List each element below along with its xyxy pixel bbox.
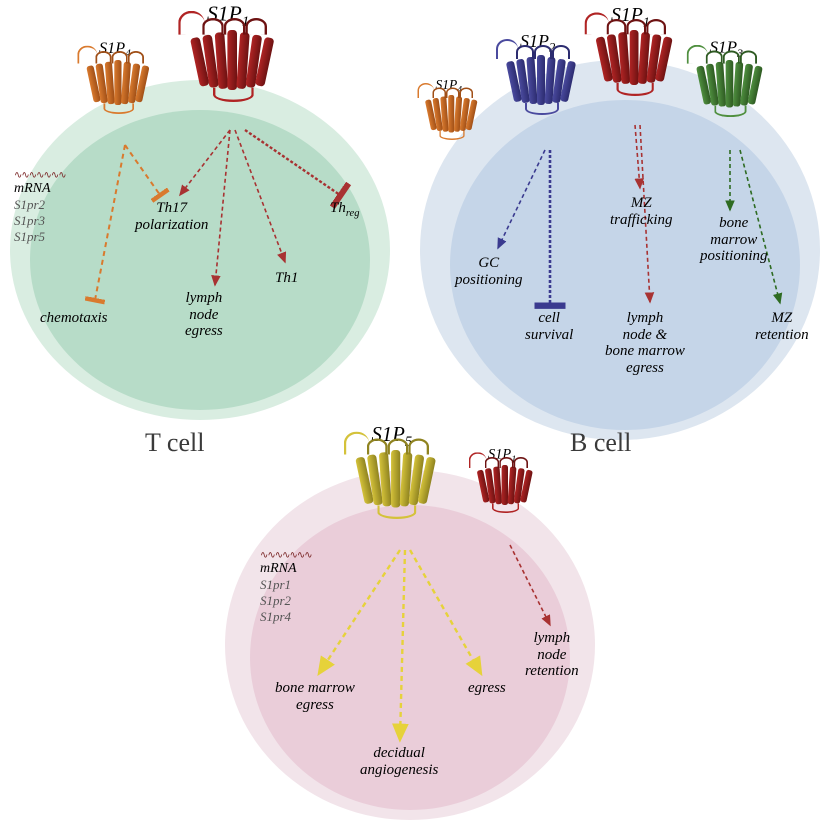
mrna-item: S1pr1 (260, 577, 312, 593)
function-label: Th17polarization (135, 200, 208, 233)
function-label: lymphnodeegress (185, 290, 223, 340)
bcell-title: B cell (570, 428, 631, 458)
mrna-item: S1pr2 (260, 593, 312, 609)
function-label: egress (468, 680, 506, 697)
mrna-item: S1pr4 (260, 609, 312, 625)
function-label: Th1 (275, 270, 298, 287)
mrna-label: mRNA (14, 181, 66, 197)
mrna-item: S1pr5 (14, 229, 66, 245)
nkcell-mrna: ∿∿∿∿∿∿∿ mRNA S1pr1 S1pr2 S1pr4 (260, 550, 312, 625)
function-label: bone marrowegress (275, 680, 355, 713)
function-label: MZtrafficking (610, 195, 673, 228)
function-label: lymphnoderetention (525, 630, 579, 680)
tcell-inner (30, 110, 370, 410)
function-label: Threg (330, 200, 359, 220)
mrna-item: S1pr3 (14, 213, 66, 229)
function-label: lymphnode &bone marrowegress (605, 310, 685, 376)
tcell-title: T cell (145, 428, 204, 458)
mrna-wave-icon: ∿∿∿∿∿∿∿ (260, 550, 312, 561)
tcell-mrna: ∿∿∿∿∿∿∿ mRNA S1pr2 S1pr3 S1pr5 (14, 170, 66, 245)
function-label: GCpositioning (455, 255, 523, 288)
mrna-wave-icon: ∿∿∿∿∿∿∿ (14, 170, 66, 181)
function-label: MZretention (755, 310, 809, 343)
function-label: decidualangiogenesis (360, 745, 438, 778)
mrna-item: S1pr2 (14, 197, 66, 213)
function-label: bonemarrowpositioning (700, 215, 768, 265)
mrna-label: mRNA (260, 561, 312, 577)
function-label: chemotaxis (40, 310, 107, 327)
function-label: cellsurvival (525, 310, 573, 343)
